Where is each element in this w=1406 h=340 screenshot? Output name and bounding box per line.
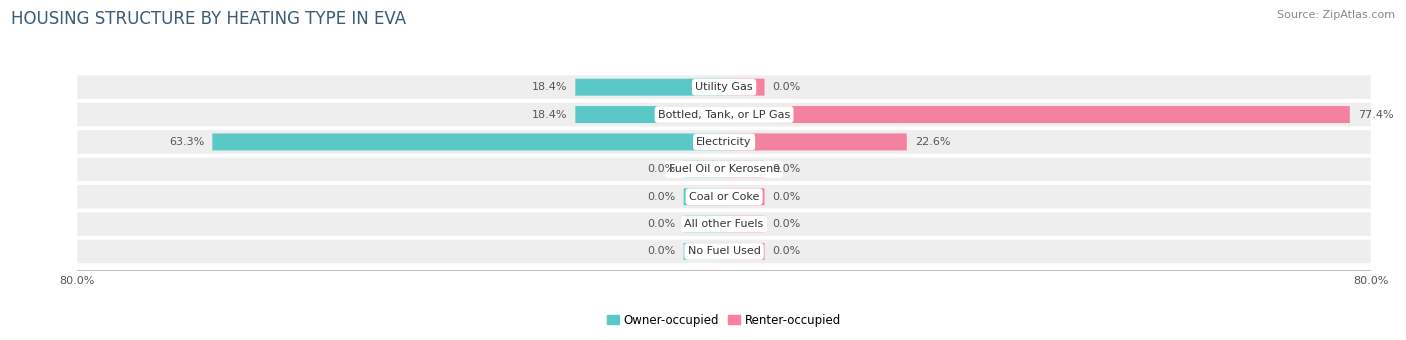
FancyBboxPatch shape <box>77 130 1371 154</box>
FancyBboxPatch shape <box>724 188 765 205</box>
FancyBboxPatch shape <box>683 188 724 205</box>
FancyBboxPatch shape <box>683 216 724 233</box>
Text: 0.0%: 0.0% <box>647 164 676 174</box>
FancyBboxPatch shape <box>683 161 724 178</box>
Text: 0.0%: 0.0% <box>773 246 801 256</box>
Text: Source: ZipAtlas.com: Source: ZipAtlas.com <box>1277 10 1395 20</box>
Text: 18.4%: 18.4% <box>531 109 567 120</box>
Text: 0.0%: 0.0% <box>647 246 676 256</box>
Text: 22.6%: 22.6% <box>915 137 950 147</box>
Text: 18.4%: 18.4% <box>531 82 567 92</box>
Text: 77.4%: 77.4% <box>1358 109 1393 120</box>
Text: No Fuel Used: No Fuel Used <box>688 246 761 256</box>
Text: 63.3%: 63.3% <box>169 137 204 147</box>
FancyBboxPatch shape <box>724 106 1350 123</box>
Text: 0.0%: 0.0% <box>647 219 676 229</box>
Text: All other Fuels: All other Fuels <box>685 219 763 229</box>
Text: 0.0%: 0.0% <box>773 82 801 92</box>
FancyBboxPatch shape <box>724 216 765 233</box>
FancyBboxPatch shape <box>575 106 724 123</box>
FancyBboxPatch shape <box>683 243 724 260</box>
FancyBboxPatch shape <box>724 161 765 178</box>
Text: 0.0%: 0.0% <box>773 164 801 174</box>
Text: Utility Gas: Utility Gas <box>696 82 752 92</box>
FancyBboxPatch shape <box>77 157 1371 181</box>
FancyBboxPatch shape <box>77 103 1371 126</box>
FancyBboxPatch shape <box>77 75 1371 99</box>
Legend: Owner-occupied, Renter-occupied: Owner-occupied, Renter-occupied <box>602 309 846 332</box>
Text: HOUSING STRUCTURE BY HEATING TYPE IN EVA: HOUSING STRUCTURE BY HEATING TYPE IN EVA <box>11 10 406 28</box>
FancyBboxPatch shape <box>575 79 724 96</box>
FancyBboxPatch shape <box>724 79 765 96</box>
FancyBboxPatch shape <box>724 133 907 150</box>
Text: Fuel Oil or Kerosene: Fuel Oil or Kerosene <box>668 164 780 174</box>
Text: Coal or Coke: Coal or Coke <box>689 192 759 202</box>
Text: 0.0%: 0.0% <box>773 192 801 202</box>
FancyBboxPatch shape <box>77 185 1371 208</box>
FancyBboxPatch shape <box>212 133 724 150</box>
Text: Electricity: Electricity <box>696 137 752 147</box>
FancyBboxPatch shape <box>77 212 1371 236</box>
Text: Bottled, Tank, or LP Gas: Bottled, Tank, or LP Gas <box>658 109 790 120</box>
Text: 0.0%: 0.0% <box>647 192 676 202</box>
FancyBboxPatch shape <box>724 243 765 260</box>
Text: 0.0%: 0.0% <box>773 219 801 229</box>
FancyBboxPatch shape <box>77 240 1371 263</box>
